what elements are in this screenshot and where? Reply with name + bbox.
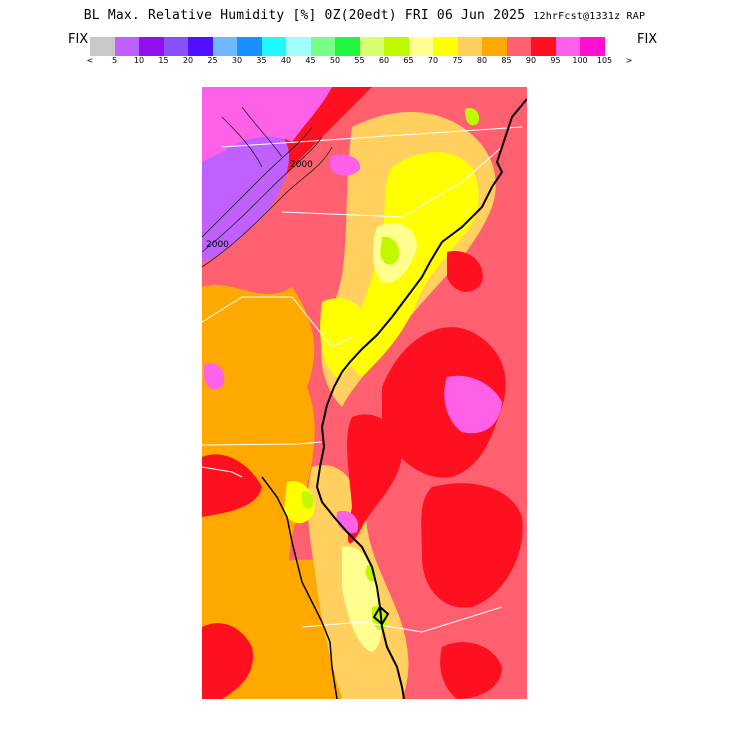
scale-swatch	[359, 37, 384, 56]
scale-tick-label: 40	[280, 56, 292, 65]
contour-label-1: 2000	[206, 240, 229, 250]
scale-swatch	[90, 37, 115, 56]
scale-tick-label: 65	[403, 56, 414, 65]
scale-tick-label: 90	[525, 56, 537, 65]
scale-tick-label: 55	[354, 56, 365, 65]
scale-tick-label: 15	[158, 56, 169, 65]
coastline	[315, 98, 527, 699]
scale-tick-label: 30	[231, 56, 243, 65]
scale-tick-label: 20	[182, 56, 194, 65]
scale-swatch	[188, 37, 213, 56]
lake-okeechobee	[372, 605, 390, 626]
field-lime-1	[380, 236, 400, 265]
chart-title: BL Max. Relative Humidity [%] 0Z(20edt) …	[0, 8, 729, 23]
scale-swatch	[580, 37, 605, 56]
field-purple-appalachians	[202, 133, 290, 262]
scale-tick-label: 5	[111, 56, 118, 65]
scale-swatch	[163, 37, 188, 56]
field-red-offshore-c	[347, 414, 402, 544]
color-scale-ticks: <5 10 15 20 25 30 35 40 45 50 55 60 65 70 75 80 85 90 95 10…	[86, 56, 633, 68]
field-red-offshore-a	[382, 327, 506, 478]
scale-tick-label: <	[86, 56, 94, 65]
title-main: BL Max. Relative Humidity [%] 0Z(20edt) …	[83, 8, 526, 23]
scale-swatch	[555, 37, 580, 56]
scale-swatch	[261, 37, 286, 56]
scale-tick-label: 85	[501, 56, 512, 65]
scale-swatch	[212, 37, 237, 56]
scale-tick-label: 70	[427, 56, 439, 65]
scale-tick-label: 60	[378, 56, 390, 65]
scale-tick-label: 35	[256, 56, 267, 65]
title-forecast: 12hrFcst@1331z RAP	[533, 11, 646, 22]
scale-swatch	[531, 37, 556, 56]
scale-swatch	[433, 37, 458, 56]
scale-swatch	[286, 37, 311, 56]
scale-swatch	[384, 37, 409, 56]
field-magenta-appalachians	[202, 87, 332, 162]
terrain-contours	[202, 106, 333, 268]
field-yellow-north	[346, 152, 479, 377]
fix-label-left: FIX	[68, 32, 89, 47]
field-red-southwest	[202, 623, 253, 699]
field-magenta-offshore	[444, 375, 502, 434]
scale-tick-label: 95	[550, 56, 561, 65]
scale-tick-label: 10	[133, 56, 145, 65]
scale-tick-label: 50	[329, 56, 341, 65]
scale-swatch	[310, 37, 335, 56]
scale-swatch	[408, 37, 433, 56]
humidity-map: 2000 2000	[202, 87, 527, 699]
field-red-south-offshore	[440, 642, 502, 699]
field-lime-2	[464, 107, 480, 126]
scale-tick-label: 105	[596, 56, 613, 65]
scale-swatch	[114, 37, 139, 56]
field-red-offshore-d	[421, 483, 523, 608]
field-lime-3	[301, 491, 314, 509]
scale-tick-label: 45	[305, 56, 316, 65]
field-magenta-north	[330, 154, 361, 176]
contour-label-2: 2000	[290, 160, 313, 170]
scale-tick-label: 75	[452, 56, 463, 65]
field-red-offshore-b	[447, 251, 483, 293]
field-magenta-west	[204, 363, 225, 390]
scale-swatch	[482, 37, 507, 56]
scale-swatch	[457, 37, 482, 56]
scale-tick-label: 80	[476, 56, 488, 65]
scale-tick-label: 25	[207, 56, 218, 65]
scale-swatch	[139, 37, 164, 56]
scale-tick-label: 100	[572, 56, 588, 65]
scale-swatch	[237, 37, 262, 56]
fix-label-right: FIX	[637, 32, 658, 47]
scale-swatch	[506, 37, 531, 56]
coastline-gulf	[261, 476, 338, 699]
color-scale-bar	[90, 37, 605, 56]
scale-swatch	[335, 37, 360, 56]
scale-tick-label: >	[625, 56, 633, 65]
